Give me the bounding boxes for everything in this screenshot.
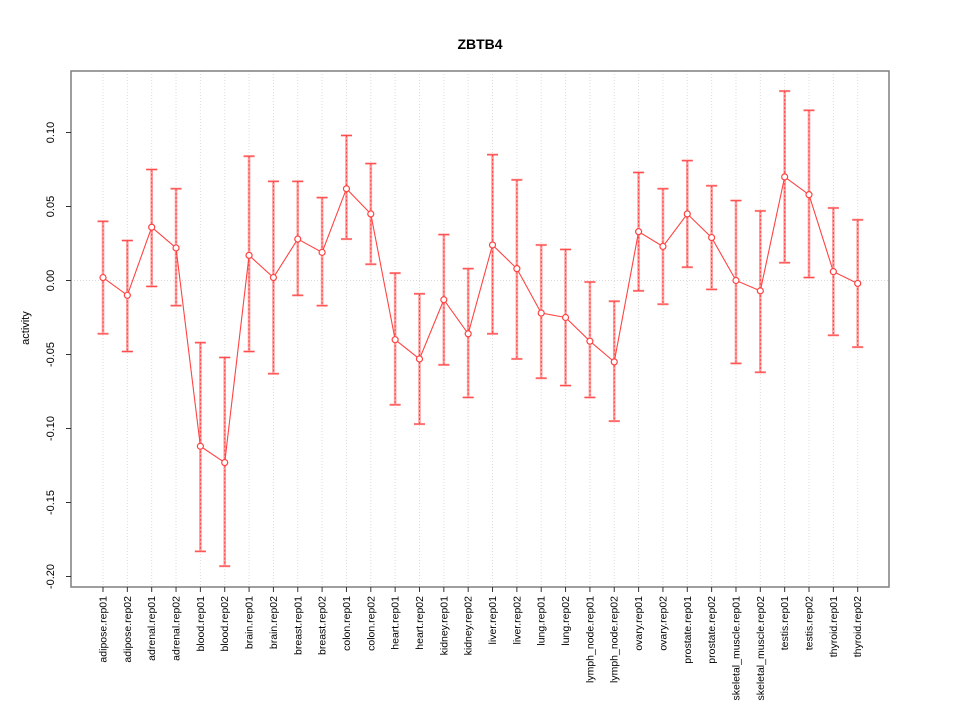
- x-tick-label: kidney.rep01: [438, 596, 450, 656]
- data-point: [342, 185, 351, 193]
- data-point: [659, 242, 667, 251]
- data-point: [391, 336, 399, 344]
- x-tick-label: prostate.rep02: [706, 596, 718, 664]
- x-tick-label: ovary.rep01: [633, 596, 645, 651]
- x-tick-label: thyroid.rep02: [852, 596, 864, 657]
- x-tick-label: testis.rep02: [804, 596, 816, 650]
- data-point: [610, 358, 618, 366]
- data-point: [123, 291, 131, 299]
- data-point: [683, 210, 691, 218]
- y-tick-label: 0.00: [45, 270, 57, 291]
- x-tick-label: testis.rep01: [779, 596, 791, 650]
- y-tick-label: -0.10: [45, 416, 57, 441]
- x-tick-label: ovary.rep02: [657, 596, 669, 651]
- data-point: [440, 296, 448, 304]
- x-tick-label: lymph_node.rep02: [609, 596, 621, 683]
- data-point: [196, 442, 204, 450]
- x-tick-label: adipose.rep01: [98, 596, 110, 663]
- x-tick-label: colon.rep02: [365, 596, 377, 651]
- x-tick-label: thyroid.rep01: [828, 596, 840, 657]
- y-tick-label: -0.20: [45, 564, 57, 589]
- x-tick-label: skeletal_muscle.rep02: [755, 596, 767, 701]
- data-point: [415, 355, 424, 363]
- data-point: [148, 223, 156, 231]
- x-tick-label: brain.rep02: [268, 596, 280, 649]
- series-line: [102, 175, 858, 464]
- x-tick-label: brain.rep01: [244, 596, 256, 649]
- x-tick-label: lung.rep01: [536, 596, 548, 646]
- x-tick-label: heart.rep01: [390, 596, 402, 650]
- data-point: [245, 251, 253, 259]
- x-tick-label: colon.rep01: [341, 596, 353, 651]
- data-point: [854, 279, 862, 288]
- plot-frame: [70, 70, 890, 588]
- data-point: [172, 244, 180, 252]
- data-point: [634, 228, 643, 236]
- data-point: [367, 210, 375, 218]
- data-point: [269, 273, 278, 282]
- x-tick-label: adrenal.rep01: [146, 596, 158, 661]
- x-tick-label: liver.rep01: [487, 596, 499, 645]
- x-tick-label: lymph_node.rep01: [584, 596, 596, 683]
- data-point: [99, 273, 107, 282]
- x-tick-label: breast.rep02: [317, 596, 329, 655]
- data-point: [464, 330, 472, 338]
- x-tick-label: skeletal_muscle.rep01: [730, 596, 742, 701]
- data-point: [829, 268, 837, 276]
- data-point: [537, 309, 545, 317]
- data-point: [221, 458, 229, 467]
- y-tick-label: 0.10: [45, 122, 57, 143]
- x-tick-label: adrenal.rep02: [171, 596, 183, 661]
- x-tick-label: liver.rep02: [511, 596, 523, 645]
- x-tick-label: heart.rep02: [414, 596, 426, 650]
- y-tick-label: -0.05: [45, 342, 57, 367]
- x-tick-label: breast.rep01: [292, 596, 304, 655]
- data-point: [781, 173, 789, 181]
- x-tick-label: prostate.rep01: [682, 596, 694, 664]
- data-point: [561, 313, 570, 322]
- chart-title: ZBTB4: [457, 36, 503, 52]
- y-tick-label: 0.05: [45, 196, 57, 217]
- y-tick-label: -0.15: [45, 490, 57, 515]
- data-point: [708, 233, 716, 242]
- data-point: [488, 241, 497, 249]
- data-point: [732, 276, 740, 285]
- x-tick-label: blood.rep01: [195, 596, 207, 652]
- data-point: [805, 191, 813, 199]
- data-point: [318, 248, 326, 256]
- x-tick-label: adipose.rep02: [122, 596, 134, 663]
- x-tick-label: lung.rep02: [560, 596, 572, 646]
- data-point: [756, 287, 764, 295]
- data-point: [294, 235, 302, 243]
- data-point: [586, 337, 594, 345]
- x-tick-label: kidney.rep02: [463, 596, 475, 656]
- x-tick-label: blood.rep02: [219, 596, 231, 652]
- data-point: [513, 265, 521, 273]
